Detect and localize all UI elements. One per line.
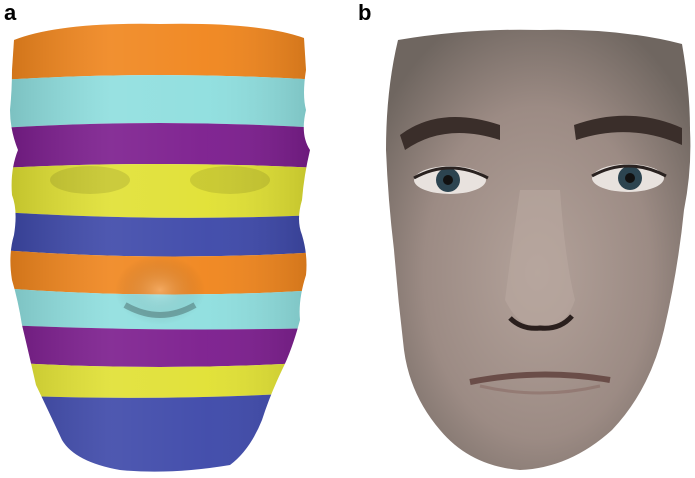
panel-label: b [358,0,371,25]
page: a b (() => { const data = JSON [0,0,695,478]
panel-label: a [4,0,17,25]
textured-face [380,20,695,478]
figure: a b [0,0,695,478]
striped-face-mesh [0,0,320,478]
